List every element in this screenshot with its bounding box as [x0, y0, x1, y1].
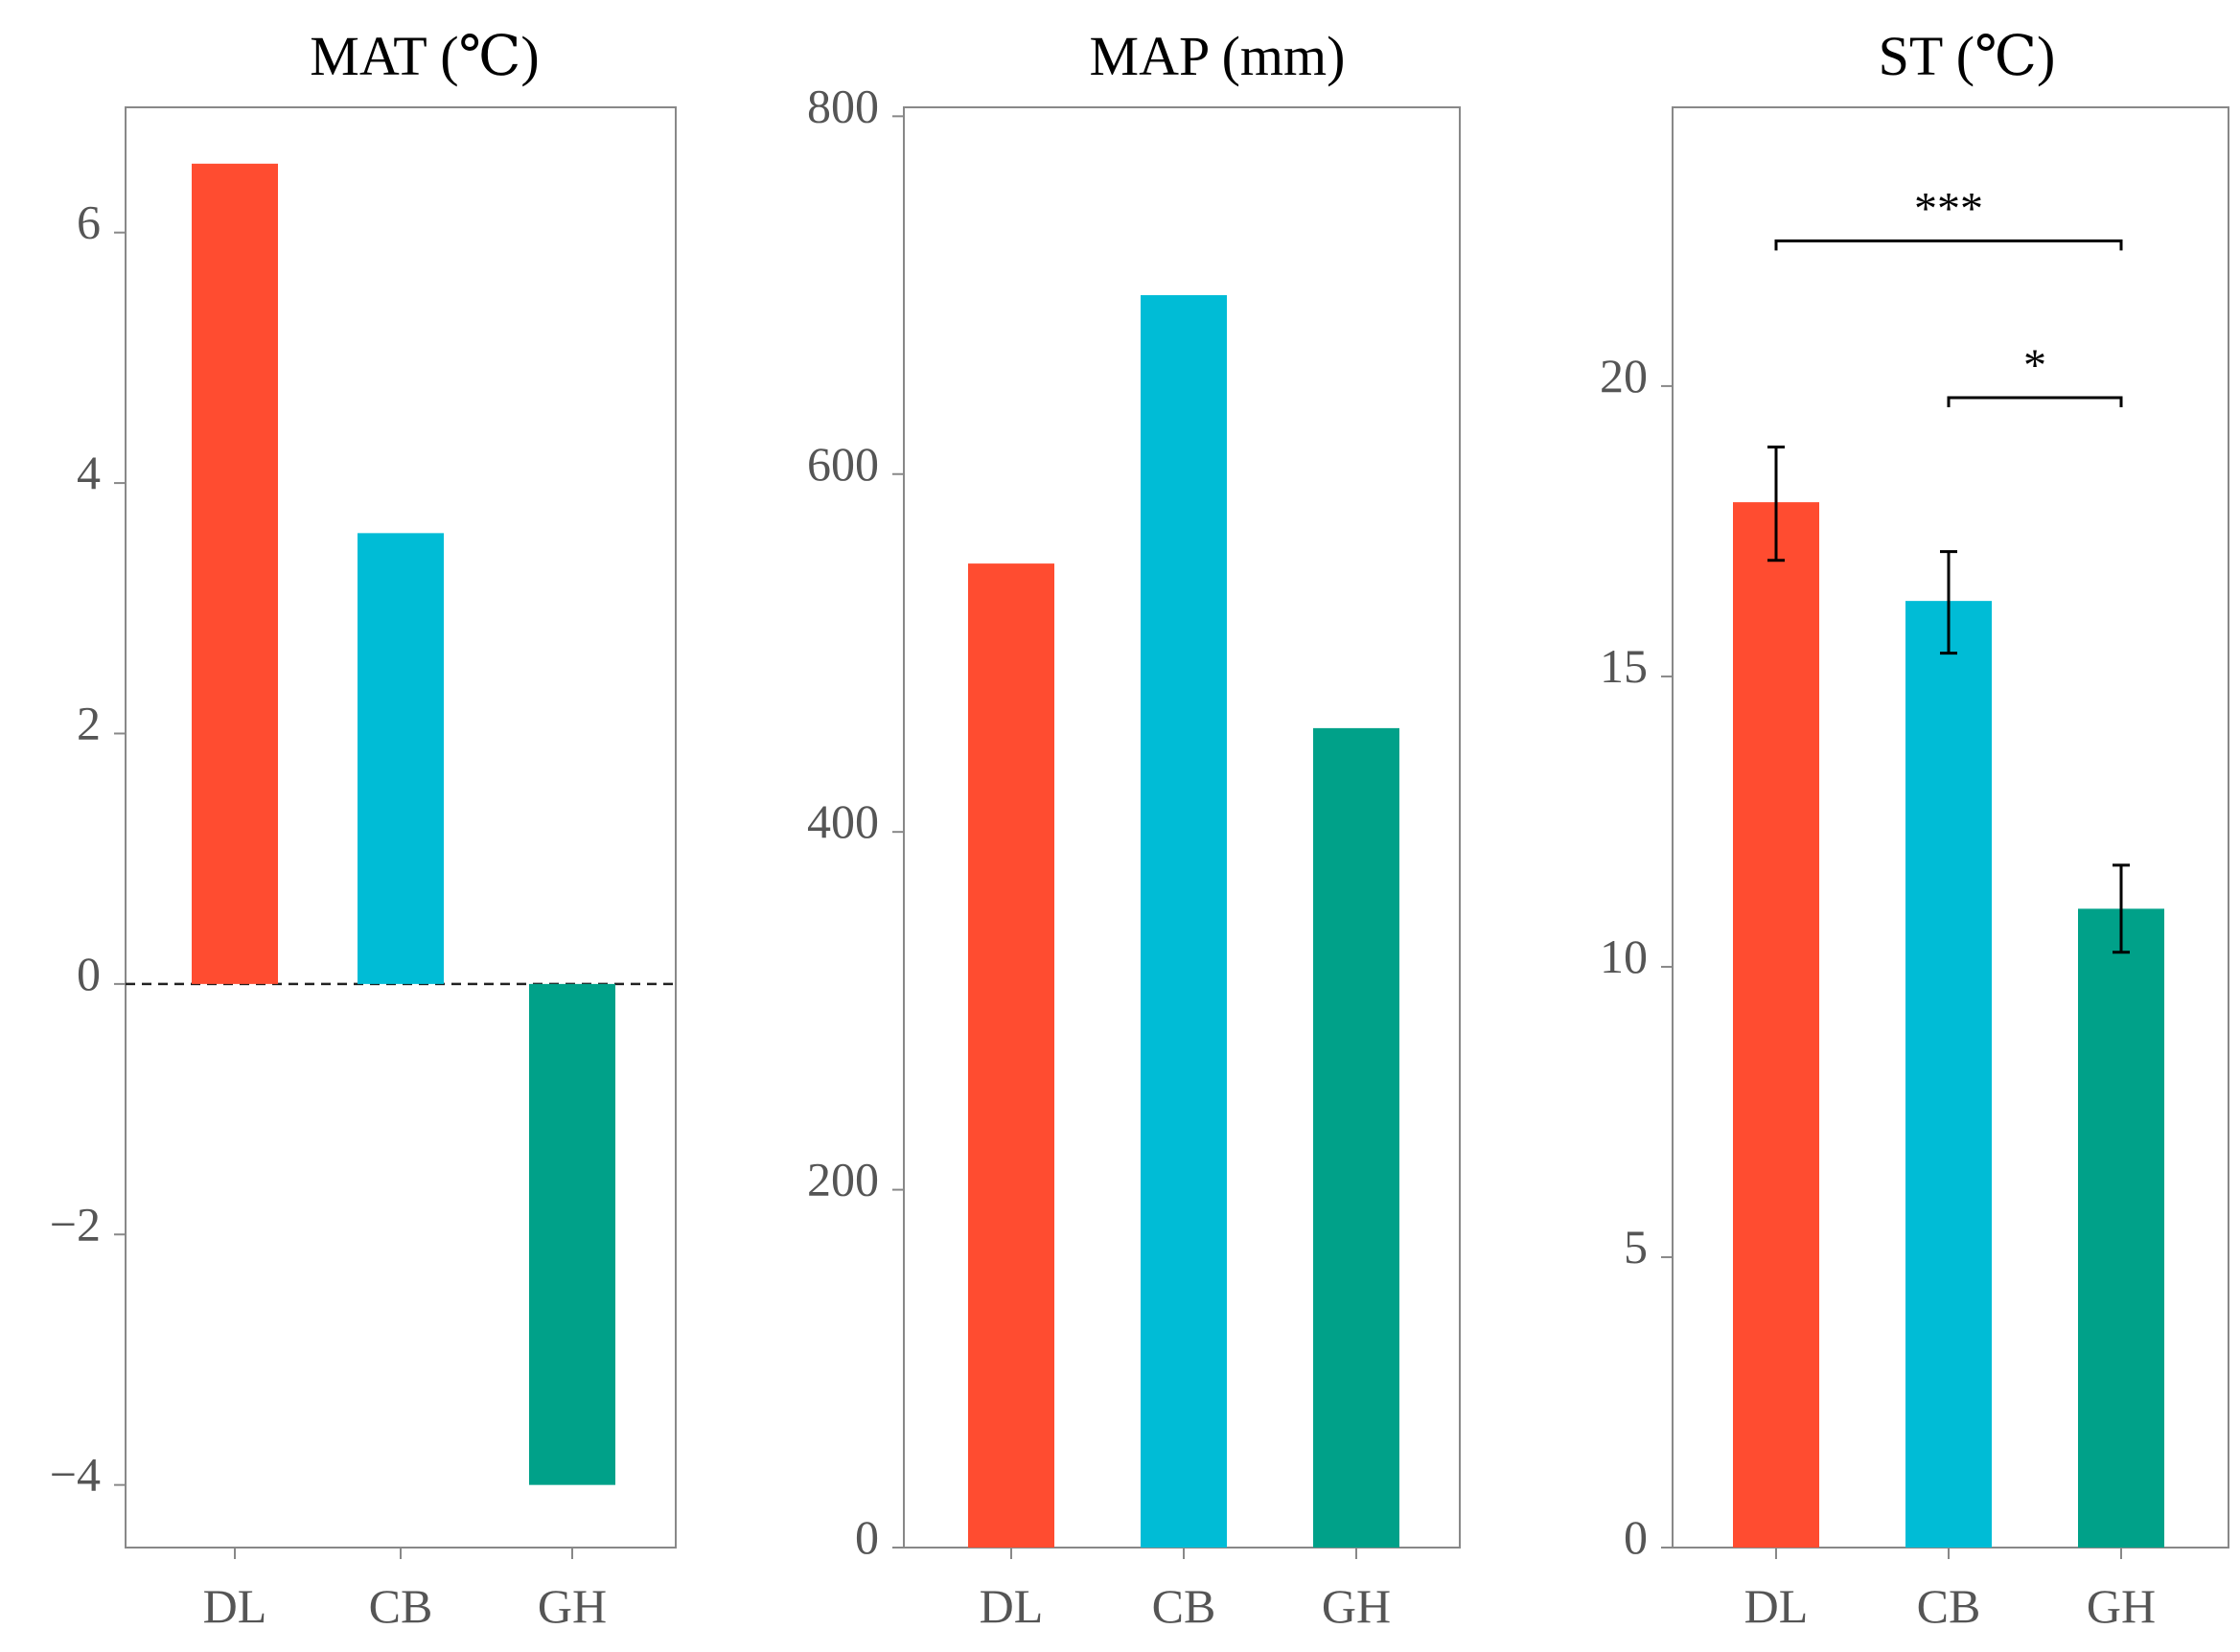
y-tick-label: 5 — [1624, 1220, 1648, 1273]
x-category-label: DL — [203, 1579, 267, 1633]
chart-title: MAT (℃) — [310, 25, 539, 87]
x-category-label: CB — [1152, 1579, 1216, 1633]
y-tick-label: 15 — [1600, 639, 1648, 693]
y-tick-label: −4 — [50, 1448, 101, 1502]
x-category-label: GH — [2087, 1579, 2156, 1633]
chart-title: MAP (mm) — [1090, 25, 1346, 87]
bar-cb — [358, 533, 444, 984]
y-tick-label: 800 — [807, 79, 879, 132]
panel-map: MAP (mm) 800 600 400 200 0 DL CB GH — [807, 25, 1461, 1633]
bar-cb — [1905, 601, 1992, 1548]
y-tick-label: 6 — [77, 195, 101, 249]
significance-label: *** — [1914, 183, 1983, 234]
bar-dl — [968, 563, 1054, 1548]
y-tick-label: 20 — [1600, 349, 1648, 402]
y-tick-label: 2 — [77, 696, 101, 749]
bar-gh — [1313, 727, 1399, 1548]
y-tick-label: 10 — [1600, 929, 1648, 983]
x-category-label: CB — [1917, 1579, 1981, 1633]
y-tick-label: 0 — [77, 947, 101, 1000]
bar-dl — [1733, 502, 1819, 1548]
x-category-label: GH — [1322, 1579, 1391, 1633]
y-tick-label: −2 — [50, 1197, 101, 1250]
panel-mat: MAT (℃) 6 4 2 0 −2 −4 DL CB GH — [50, 25, 677, 1633]
y-tick-label: 0 — [855, 1510, 879, 1564]
bar-gh — [2078, 908, 2164, 1548]
x-category-label: GH — [538, 1579, 607, 1633]
y-tick-label: 4 — [77, 446, 101, 499]
y-tick-label: 0 — [1624, 1510, 1648, 1564]
bar-cb — [1141, 295, 1227, 1549]
significance-bracket — [1947, 396, 2123, 408]
significance-bracket — [1774, 239, 2123, 251]
y-tick-label: 400 — [807, 794, 879, 848]
chart-title: ST (℃) — [1879, 25, 2056, 87]
y-tick-label: 200 — [807, 1153, 879, 1206]
significance-label: * — [2023, 340, 2046, 391]
x-category-label: CB — [369, 1579, 433, 1633]
x-category-label: DL — [980, 1579, 1044, 1633]
bar-gh — [529, 983, 615, 1485]
y-tick-label: 600 — [807, 437, 879, 491]
bar-dl — [192, 163, 278, 984]
x-category-label: DL — [1744, 1579, 1809, 1633]
